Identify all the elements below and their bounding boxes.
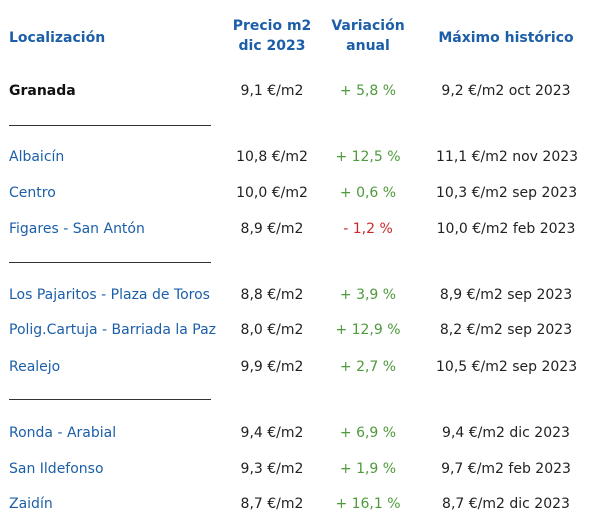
row-variation: + 3,9 % [339, 287, 397, 303]
row-location: Albaicín [9, 149, 65, 165]
row-variation: + 6,9 % [339, 425, 397, 441]
table-row: Los Pajaritos - Plaza de Toros 8,8 €/m2 … [0, 285, 599, 305]
table-row: Albaicín 10,8 €/m2 + 12,5 % 11,1 €/m2 no… [0, 147, 599, 167]
row-price: 9,1 €/m2 [240, 83, 304, 99]
row-price: 9,9 €/m2 [240, 359, 304, 375]
row-max: 10,5 €/m2 sep 2023 [436, 359, 578, 375]
row-max: 10,3 €/m2 sep 2023 [436, 185, 578, 201]
table-row: Figares - San Antón 8,9 €/m2 - 1,2 % 10,… [0, 219, 599, 239]
row-variation: + 0,6 % [339, 185, 397, 201]
header-variation-line1: Variación [331, 18, 405, 34]
row-max: 9,7 €/m2 feb 2023 [441, 461, 571, 477]
row-max: 9,2 €/m2 oct 2023 [441, 83, 571, 99]
header-variation: Variación anual [318, 16, 418, 56]
row-price: 8,0 €/m2 [240, 322, 304, 338]
row-location: San Ildefonso [9, 461, 104, 477]
header-location: Localización [9, 30, 106, 46]
row-variation: + 12,9 % [335, 322, 401, 338]
row-location: Realejo [9, 359, 61, 375]
table-row-granada: Granada 9,1 €/m2 + 5,8 % 9,2 €/m2 oct 20… [0, 81, 599, 101]
row-max: 8,7 €/m2 dic 2023 [442, 496, 570, 512]
group-divider [9, 125, 211, 126]
header-price-line2: dic 2023 [238, 38, 306, 54]
table-row: San Ildefonso 9,3 €/m2 + 1,9 % 9,7 €/m2 … [0, 459, 599, 479]
header-price-line1: Precio m2 [232, 18, 312, 34]
row-location: Ronda - Arabial [9, 425, 117, 441]
header-max: Máximo histórico [438, 30, 574, 46]
row-location: Zaidín [9, 496, 53, 512]
header-price: Precio m2 dic 2023 [222, 16, 322, 56]
row-variation: + 16,1 % [335, 496, 401, 512]
group-divider [9, 262, 211, 263]
row-location: Los Pajaritos - Plaza de Toros [9, 287, 210, 303]
row-price: 9,4 €/m2 [240, 425, 304, 441]
row-max: 8,9 €/m2 sep 2023 [439, 287, 573, 303]
row-price: 8,8 €/m2 [240, 287, 304, 303]
table-row: Ronda - Arabial 9,4 €/m2 + 6,9 % 9,4 €/m… [0, 423, 599, 443]
row-max: 11,1 €/m2 nov 2023 [436, 149, 579, 165]
row-price: 10,8 €/m2 [236, 149, 308, 165]
row-location: Granada [9, 83, 76, 99]
row-variation: + 1,9 % [339, 461, 397, 477]
row-variation: + 2,7 % [339, 359, 397, 375]
row-variation: + 12,5 % [335, 149, 401, 165]
row-location: Polig.Cartuja - Barriada la Paz [9, 322, 217, 338]
table-row: Centro 10,0 €/m2 + 0,6 % 10,3 €/m2 sep 2… [0, 183, 599, 203]
row-price: 9,3 €/m2 [240, 461, 304, 477]
row-variation: - 1,2 % [343, 221, 393, 237]
table-row: Polig.Cartuja - Barriada la Paz 8,0 €/m2… [0, 320, 599, 340]
header-variation-line2: anual [346, 38, 390, 54]
row-price: 8,9 €/m2 [240, 221, 304, 237]
row-max: 9,4 €/m2 dic 2023 [442, 425, 570, 441]
row-location: Figares - San Antón [9, 221, 145, 237]
row-price: 10,0 €/m2 [236, 185, 308, 201]
group-divider [9, 399, 211, 400]
row-price: 8,7 €/m2 [240, 496, 304, 512]
row-variation: + 5,8 % [339, 83, 397, 99]
row-max: 8,2 €/m2 sep 2023 [439, 322, 573, 338]
row-location: Centro [9, 185, 56, 201]
table-row: Realejo 9,9 €/m2 + 2,7 % 10,5 €/m2 sep 2… [0, 357, 599, 377]
row-max: 10,0 €/m2 feb 2023 [436, 221, 576, 237]
table-row: Zaidín 8,7 €/m2 + 16,1 % 8,7 €/m2 dic 20… [0, 494, 599, 514]
